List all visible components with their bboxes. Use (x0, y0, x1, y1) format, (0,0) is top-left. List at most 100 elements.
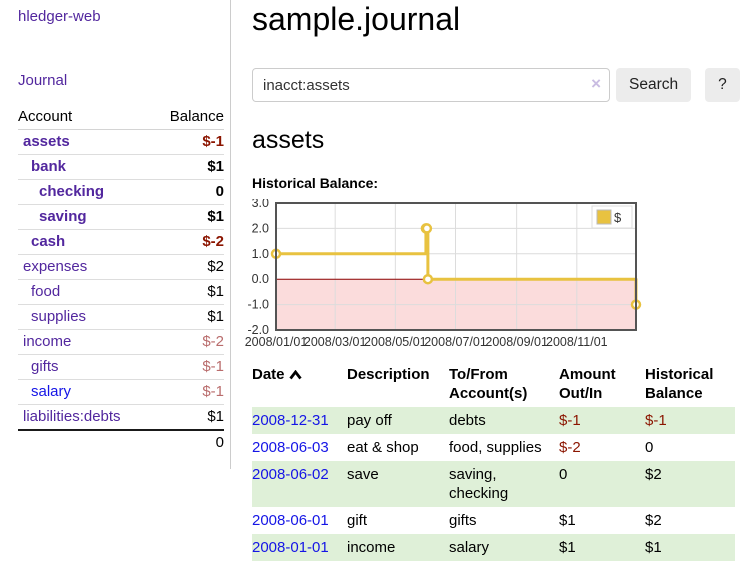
chart-x-tick: 2008/01/01 (245, 335, 308, 349)
transaction-accounts: food, supplies (449, 439, 542, 457)
account-name-cell: saving (18, 204, 153, 230)
chart-y-tick: 2.0 (252, 222, 269, 236)
transaction-description: income (347, 539, 396, 557)
account-name-cell: gifts (18, 354, 153, 380)
sidebar-account-balance: $1 (152, 304, 224, 330)
account-row: bank $1 (18, 154, 224, 180)
transaction-amount: $-2 (559, 439, 581, 457)
account-row: checking 0 (18, 179, 224, 205)
sidebar-account-link[interactable]: gifts (31, 358, 59, 375)
accounts-total-row: 0 (18, 429, 224, 455)
brand-link[interactable]: hledger-web (18, 8, 101, 25)
sidebar-account-balance: $1 (152, 204, 224, 230)
transaction-date-link[interactable]: 2008-06-02 (252, 466, 329, 484)
balance-chart: $3.0 2.0 1.0 0.0 -1.0 -2.02008/01/012008/03/0… (245, 199, 642, 349)
account-name-cell: checking (18, 179, 153, 205)
chart-border (275, 202, 637, 332)
account-row: income $-2 (18, 329, 224, 355)
account-row: cash $-2 (18, 229, 224, 255)
account-name-cell: bank (18, 154, 153, 180)
sidebar-account-link[interactable]: liabilities:debts (23, 408, 121, 425)
register-row: 2008-06-01 gift gifts $1 $2 (252, 507, 735, 534)
sidebar-account-link[interactable]: salary (31, 383, 72, 400)
transaction-date-cell: 2008-06-01 (252, 507, 347, 534)
sidebar-account-balance: $-2 (152, 329, 224, 355)
help-button[interactable]: ? (705, 68, 740, 103)
transaction-date-cell: 2008-06-02 (252, 461, 347, 507)
transaction-description: gift (347, 512, 368, 530)
accounts-header-row: Account Balance (18, 105, 224, 130)
transaction-amount: 0 (559, 466, 568, 484)
register-header-balance: Historical Balance (645, 366, 714, 403)
sidebar-account-link[interactable]: bank (31, 158, 67, 175)
transaction-accounts: salary (449, 539, 490, 557)
transaction-balance: $2 (645, 466, 662, 484)
chart-data-point (422, 274, 434, 285)
account-name-cell: food (18, 279, 153, 305)
page-title: sample.journal (252, 1, 461, 37)
chart-x-tick: 2008/05/01 (364, 335, 427, 349)
transaction-amount: $1 (559, 512, 576, 530)
chart-y-tick: 3.0 (252, 199, 269, 210)
account-name-cell: liabilities:debts (18, 405, 153, 431)
register-header-accounts: To/From Account(s) (449, 366, 528, 403)
chart-label: Historical Balance: (252, 175, 379, 192)
transaction-balance: $1 (645, 539, 662, 557)
account-row: liabilities:debts $1 (18, 405, 224, 431)
clear-search-icon[interactable]: × (591, 74, 601, 94)
search-button[interactable]: Search (616, 68, 692, 103)
sidebar-account-link[interactable]: assets (23, 133, 70, 150)
transaction-date-cell: 2008-06-03 (252, 434, 347, 461)
sidebar-account-balance: $-2 (152, 229, 224, 255)
sidebar-account-link[interactable]: food (31, 283, 61, 300)
transaction-accounts: saving, checking (449, 466, 509, 503)
accounts-header-account: Account (18, 105, 153, 130)
transaction-accounts: gifts (449, 512, 477, 530)
transaction-date-link[interactable]: 2008-01-01 (252, 539, 329, 557)
chart-y-tick: 0.0 (252, 272, 269, 286)
chart-x-tick: 2008/11/01 (546, 335, 608, 349)
register-header-date[interactable]: Date (252, 361, 347, 407)
transaction-date-link[interactable]: 2008-06-01 (252, 512, 329, 530)
transaction-date-link[interactable]: 2008-12-31 (252, 412, 329, 430)
chart-x-tick: 2008/09/01 (485, 335, 548, 349)
search-form: × Search ? (252, 68, 740, 103)
register-header-description: Description (347, 366, 430, 384)
transaction-amount: $1 (559, 539, 576, 557)
transaction-date-link[interactable]: 2008-06-03 (252, 439, 329, 457)
accounts-table: Account Balance assets $-1 bank $1 checking 0… (18, 105, 224, 455)
sidebar-account-link[interactable]: checking (39, 183, 105, 200)
chart-y-tick: 1.0 (252, 247, 269, 261)
account-row: assets $-1 (18, 129, 224, 155)
account-row: gifts $-1 (18, 354, 224, 380)
sidebar-account-balance: $1 (152, 279, 224, 305)
sidebar-account-balance: $2 (152, 254, 224, 280)
account-row: supplies $1 (18, 304, 224, 330)
nav-journal-link[interactable]: Journal (18, 72, 68, 89)
account-name-cell: supplies (18, 304, 153, 330)
sidebar-account-link[interactable]: saving (39, 208, 87, 225)
sidebar-account-balance: $-1 (152, 354, 224, 380)
sidebar: hledger-web Journal Account Balance asse… (0, 0, 231, 469)
sidebar-account-link[interactable]: income (23, 333, 72, 350)
accounts-header-balance: Balance (152, 105, 224, 130)
account-row: saving $1 (18, 204, 224, 230)
account-row: salary $-1 (18, 379, 224, 405)
accounts-total-spacer (18, 429, 153, 455)
sidebar-account-balance: $1 (207, 408, 224, 425)
accounts-total-balance: 0 (152, 429, 224, 455)
register-row: 2008-12-31 pay off debts $-1 $-1 (252, 407, 735, 435)
sidebar-account-balance: $1 (152, 154, 224, 180)
sidebar-account-link[interactable]: cash (31, 233, 66, 250)
search-input[interactable] (252, 68, 610, 103)
transaction-date-cell: 2008-12-31 (252, 407, 347, 434)
transaction-date-cell: 2008-01-01 (252, 534, 347, 561)
sidebar-account-link[interactable]: supplies (31, 308, 87, 325)
register-row: 2008-06-02 save saving, checking 0 $2 (252, 461, 735, 508)
sidebar-account-link[interactable]: expenses (23, 258, 88, 275)
account-name-cell: income (18, 329, 153, 355)
sort-ascending-icon (288, 369, 302, 380)
transaction-balance: $2 (645, 512, 662, 530)
account-name-cell: cash (18, 229, 153, 255)
